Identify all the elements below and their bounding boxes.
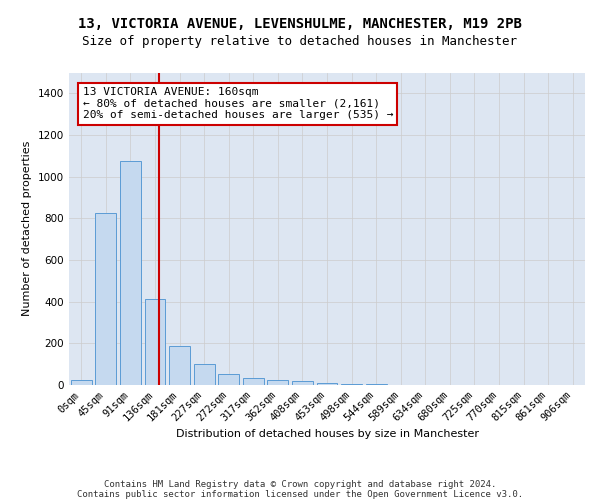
Text: Size of property relative to detached houses in Manchester: Size of property relative to detached ho… <box>83 35 517 48</box>
Bar <box>292 381 313 385</box>
Bar <box>145 298 166 385</box>
Bar <box>95 213 116 385</box>
Y-axis label: Number of detached properties: Number of detached properties <box>22 141 32 316</box>
Bar <box>365 384 386 385</box>
Text: 13, VICTORIA AVENUE, LEVENSHULME, MANCHESTER, M19 2PB: 13, VICTORIA AVENUE, LEVENSHULME, MANCHE… <box>78 18 522 32</box>
Bar <box>169 346 190 385</box>
X-axis label: Distribution of detached houses by size in Manchester: Distribution of detached houses by size … <box>176 429 479 439</box>
Bar <box>341 384 362 385</box>
Text: Contains HM Land Registry data © Crown copyright and database right 2024.
Contai: Contains HM Land Registry data © Crown c… <box>77 480 523 499</box>
Bar <box>194 364 215 385</box>
Bar <box>218 374 239 385</box>
Bar <box>268 380 289 385</box>
Bar <box>71 380 92 385</box>
Bar <box>243 378 264 385</box>
Bar <box>317 384 337 385</box>
Text: 13 VICTORIA AVENUE: 160sqm
← 80% of detached houses are smaller (2,161)
20% of s: 13 VICTORIA AVENUE: 160sqm ← 80% of deta… <box>83 87 393 120</box>
Bar <box>120 161 141 385</box>
